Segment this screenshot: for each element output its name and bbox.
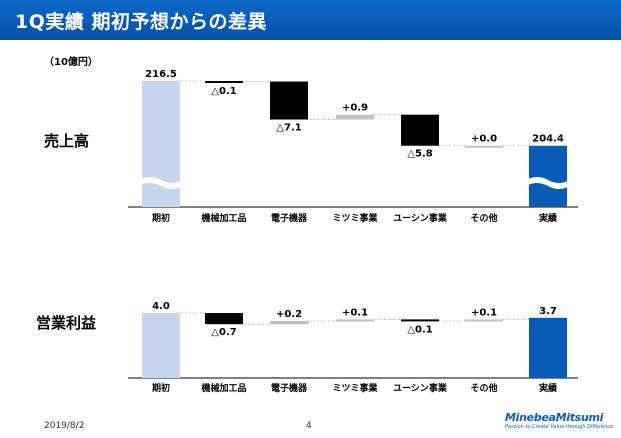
category-tick-label: 期初: [152, 382, 170, 394]
category-tick-label: 実績: [539, 382, 557, 394]
chart-title-sales: 売上高: [44, 132, 90, 150]
data-label: +0.1: [342, 307, 368, 318]
category-tick-label: 電子機器: [271, 382, 308, 394]
chart-title-operating-income: 営業利益: [36, 314, 97, 332]
page-title: 1Q実績 期初予想からの差異: [15, 11, 267, 33]
category-tick-label: 電子機器: [271, 212, 308, 224]
data-label: +0.2: [276, 309, 302, 320]
category-tick-label: 機械加工品: [201, 212, 246, 224]
data-label: △7.1: [276, 123, 301, 134]
bar-decrease: [205, 313, 243, 325]
data-label: 204.4: [532, 134, 564, 145]
title-bar: 1Q実績 期初予想からの差異: [0, 0, 621, 40]
category-tick-label: 期初: [152, 212, 170, 224]
bar-decrease: [270, 81, 308, 120]
data-label: △0.1: [211, 86, 236, 97]
bar-increase: [336, 319, 374, 322]
axis-break-wave: [138, 177, 184, 185]
data-label: △0.1: [407, 324, 432, 335]
category-tick-label: ミツミ事業: [332, 212, 378, 224]
category-tick-label: 機械加工品: [201, 382, 246, 394]
data-label: 4.0: [152, 301, 170, 312]
bar-increase: [270, 321, 308, 325]
category-tick-label: ユーシン事業: [393, 382, 448, 394]
category-tick-label: 実績: [539, 212, 557, 224]
bar-total: [142, 313, 180, 378]
category-tick-label: ユーシン事業: [393, 212, 448, 224]
axis-break-gap: [526, 178, 570, 189]
page-number: 4: [306, 421, 312, 431]
bar-decrease: [401, 319, 439, 322]
data-label: 3.7: [539, 306, 557, 317]
data-label: +0.9: [342, 103, 368, 114]
data-label: +0.1: [471, 307, 497, 318]
company-logo: MinebeaMitsumi Passion to Create Value t…: [505, 411, 615, 431]
axis-break-wave: [525, 177, 571, 185]
data-label: +0.0: [471, 134, 497, 145]
bar-decrease: [205, 81, 243, 83]
data-label: △5.8: [407, 149, 432, 160]
bar-total: [529, 145, 567, 207]
category-tick-label: その他: [470, 382, 497, 394]
bar-increase: [336, 114, 374, 120]
logo-tagline: Passion to Create Value through Differen…: [505, 424, 614, 430]
data-label: △0.7: [211, 327, 236, 338]
logo-wordmark: MinebeaMitsumi: [505, 411, 604, 424]
footer-date: 2019/8/2: [44, 421, 85, 431]
bar-decrease: [401, 114, 439, 146]
data-label: 216.5: [145, 69, 177, 80]
category-tick-label: その他: [470, 212, 497, 224]
unit-label: （10億円）: [44, 57, 98, 68]
bar-total: [529, 317, 567, 378]
axis-break-gap: [139, 178, 183, 189]
category-tick-label: ミツミ事業: [332, 382, 378, 394]
bar-increase: [465, 145, 503, 148]
bar-increase: [465, 319, 503, 322]
